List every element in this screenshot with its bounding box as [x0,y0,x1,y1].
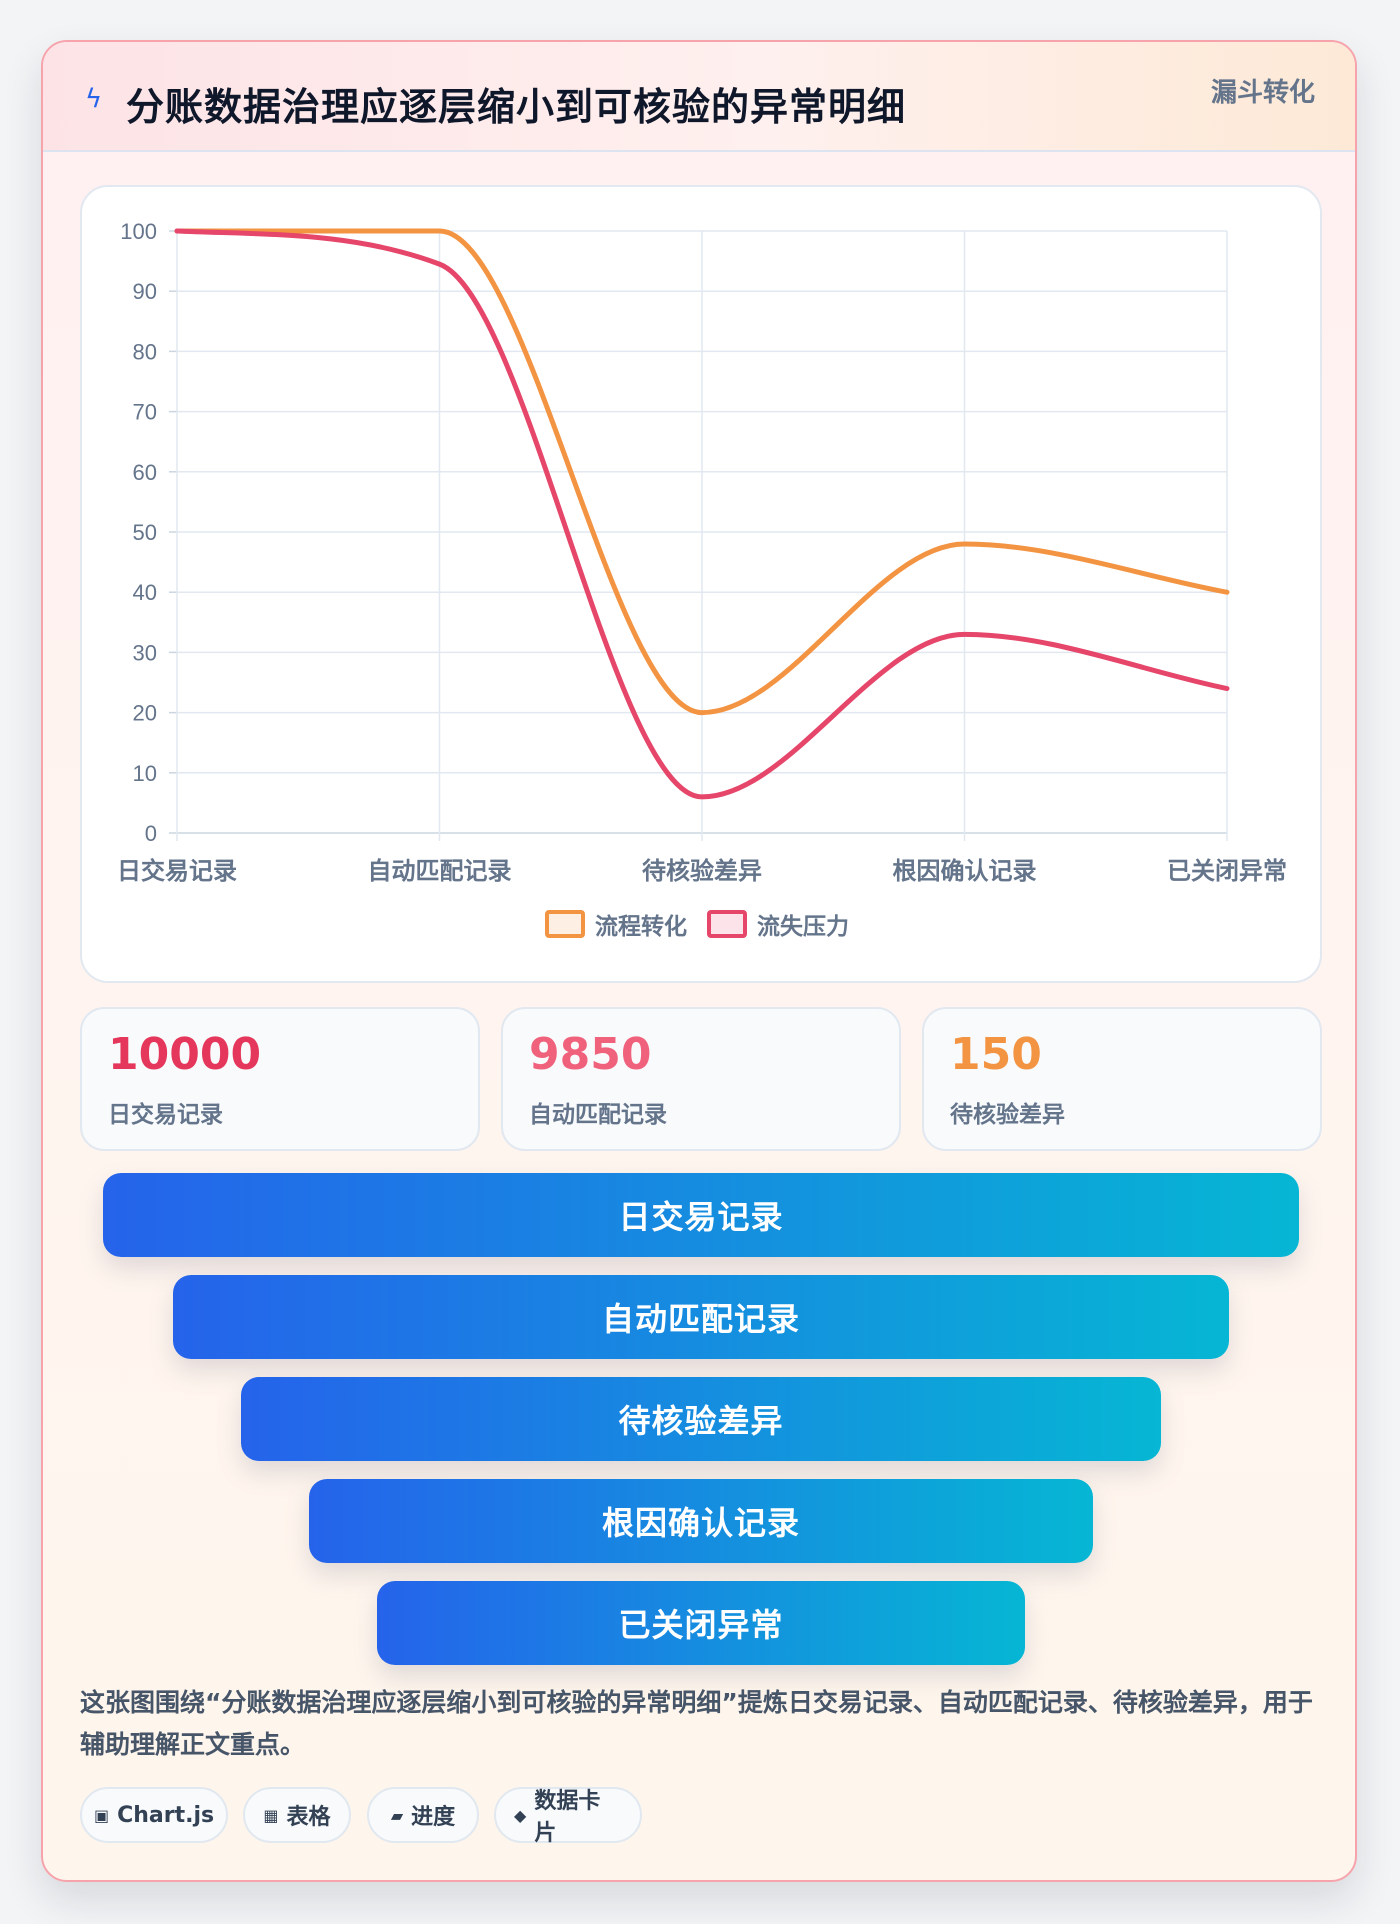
chip-label: 数据卡片 [534,1789,601,1846]
x-tick-label: 根因确认记录 [893,857,1037,885]
chip-chartjs: ▣ Chart.js [80,1787,228,1843]
funnel-stage-4: 根因确认记录 [309,1479,1093,1563]
y-tick-label: 50 [133,520,157,545]
x-tick-label: 自动匹配记录 [368,857,512,885]
chip-label: 表格 [286,1805,331,1830]
stat-value: 9850 [529,1029,652,1080]
chip-data-card: ◆ 数据卡片 [494,1787,642,1846]
table-icon: ▦ [263,1805,279,1825]
data-point [701,796,703,798]
card-header: ϟ 分账数据治理应逐层缩小到可核验的异常明细 漏斗转化 [43,42,1355,152]
y-tick-label: 30 [133,640,157,665]
chart-type-tag: 漏斗转化 [1210,78,1315,108]
series-line-2 [174,228,1230,800]
chip-progress: ▰ 进度 [367,1787,479,1843]
funnel-stage-3: 待核验差异 [241,1377,1161,1461]
y-tick-label: 60 [133,460,157,485]
legend-label: 流失压力 [757,913,849,940]
stat-card-auto-matched: 9850 自动匹配记录 [501,1007,901,1151]
x-tick-label: 已关闭异常 [1167,857,1287,885]
data-card-icon: ◆ [514,1805,527,1825]
funnel-stage-1: 日交易记录 [103,1173,1299,1257]
stat-card-daily-records: 10000 日交易记录 [80,1007,480,1151]
progress-icon: ▰ [390,1805,404,1825]
chip-label: 进度 [411,1805,456,1830]
line-chart-panel: 0 10 20 30 40 50 60 70 80 90 100 日交易记录 自动匹配记录 待核验差异 根因… [80,185,1322,983]
x-tick-label: 待核验差异 [642,857,762,885]
chart-icon: ▣ [93,1805,110,1825]
y-tick-label: 40 [133,580,157,605]
stat-label: 自动匹配记录 [529,1102,667,1128]
x-tick-label: 日交易记录 [117,857,237,885]
legend-label: 流程转化 [595,913,687,940]
content-card: ϟ 分账数据治理应逐层缩小到可核验的异常明细 漏斗转化 0 10 20 30 40 50 6… [41,40,1357,1882]
stat-label: 待核验差异 [950,1102,1065,1128]
data-point [439,263,440,265]
stat-value: 10000 [108,1029,262,1080]
legend-swatch [707,910,747,938]
data-point [1226,688,1228,690]
y-tick-label: 70 [133,400,157,425]
chart-description: 这张图围绕“分账数据治理应逐层缩小到可核验的异常明细”提炼日交易记录、自动匹配记… [80,1688,1313,1759]
legend-swatch [545,910,585,938]
lightning-icon: ϟ [85,84,103,114]
chip-table: ▦ 表格 [243,1787,351,1843]
stat-card-pending-diff: 150 待核验差异 [922,1007,1322,1151]
data-point [964,543,965,545]
y-tick-label: 0 [145,821,157,846]
y-tick-label: 100 [120,219,157,244]
y-tick-label: 20 [133,701,157,726]
data-point [1226,591,1228,593]
y-tick-label: 10 [133,761,157,786]
page-title: 分账数据治理应逐层缩小到可核验的异常明细 [126,85,907,129]
y-tick-label: 90 [133,279,157,304]
line-chart: 0 10 20 30 40 50 60 70 80 90 100 日交易记录 自动匹配记录 待核验差异 根因… [117,219,1287,940]
funnel-stage-5: 已关闭异常 [377,1581,1025,1665]
chip-label: Chart.js [117,1802,215,1828]
data-point [176,230,178,232]
data-point [439,230,440,232]
stat-label: 日交易记录 [108,1102,223,1128]
stat-value: 150 [950,1029,1042,1080]
data-point [964,633,965,635]
data-point [701,712,703,714]
series-line-1 [174,228,1230,716]
funnel-stage-2: 自动匹配记录 [173,1275,1229,1359]
y-tick-label: 80 [133,339,157,364]
